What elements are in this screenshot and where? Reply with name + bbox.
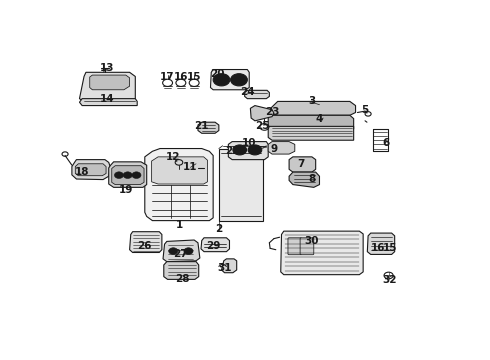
Polygon shape bbox=[211, 69, 249, 90]
Polygon shape bbox=[79, 72, 135, 102]
Text: 17: 17 bbox=[160, 72, 175, 82]
Text: 28: 28 bbox=[175, 274, 190, 284]
Polygon shape bbox=[228, 141, 268, 159]
Text: 21: 21 bbox=[195, 121, 209, 131]
Polygon shape bbox=[109, 162, 147, 187]
FancyBboxPatch shape bbox=[288, 238, 302, 255]
Polygon shape bbox=[79, 99, 137, 105]
Text: 22: 22 bbox=[225, 146, 240, 156]
Text: 3: 3 bbox=[308, 96, 316, 107]
Polygon shape bbox=[129, 232, 162, 252]
Text: 27: 27 bbox=[173, 249, 188, 259]
Circle shape bbox=[123, 172, 132, 179]
Circle shape bbox=[213, 74, 230, 86]
Polygon shape bbox=[245, 90, 270, 99]
Polygon shape bbox=[289, 172, 319, 187]
Polygon shape bbox=[75, 164, 106, 176]
Polygon shape bbox=[219, 149, 263, 221]
Polygon shape bbox=[268, 102, 356, 115]
Text: 32: 32 bbox=[383, 275, 397, 285]
Text: 9: 9 bbox=[270, 144, 277, 153]
Text: 29: 29 bbox=[206, 241, 220, 251]
Polygon shape bbox=[112, 166, 144, 185]
Text: 13: 13 bbox=[99, 63, 114, 73]
Text: 1: 1 bbox=[175, 220, 183, 230]
Text: 8: 8 bbox=[308, 174, 316, 184]
Text: 15: 15 bbox=[187, 72, 201, 82]
Text: 16: 16 bbox=[371, 243, 386, 253]
Text: 12: 12 bbox=[166, 152, 180, 162]
Text: 2: 2 bbox=[215, 224, 222, 234]
Polygon shape bbox=[145, 149, 213, 221]
Text: 18: 18 bbox=[75, 167, 89, 177]
Text: 4: 4 bbox=[316, 114, 323, 125]
Polygon shape bbox=[268, 141, 295, 154]
Text: 25: 25 bbox=[255, 121, 270, 131]
Polygon shape bbox=[289, 157, 316, 172]
Polygon shape bbox=[164, 262, 199, 279]
Text: 30: 30 bbox=[305, 237, 319, 246]
Text: 24: 24 bbox=[240, 87, 255, 97]
Polygon shape bbox=[72, 159, 111, 180]
Circle shape bbox=[169, 248, 178, 255]
Polygon shape bbox=[268, 115, 354, 129]
Polygon shape bbox=[90, 75, 129, 90]
Polygon shape bbox=[221, 259, 237, 273]
Polygon shape bbox=[163, 240, 200, 262]
Polygon shape bbox=[151, 157, 207, 184]
Circle shape bbox=[114, 172, 123, 179]
Text: 6: 6 bbox=[382, 138, 390, 148]
Text: 16: 16 bbox=[173, 72, 188, 82]
Text: 5: 5 bbox=[362, 105, 368, 115]
Circle shape bbox=[233, 145, 246, 155]
Text: 11: 11 bbox=[183, 162, 197, 172]
Text: 10: 10 bbox=[242, 138, 256, 148]
Polygon shape bbox=[368, 233, 394, 255]
Text: 31: 31 bbox=[217, 263, 232, 273]
Circle shape bbox=[132, 172, 141, 179]
Polygon shape bbox=[250, 105, 274, 121]
Polygon shape bbox=[268, 126, 354, 140]
Text: 26: 26 bbox=[138, 241, 152, 251]
Text: 7: 7 bbox=[297, 159, 304, 169]
Text: 15: 15 bbox=[383, 243, 397, 253]
Text: 14: 14 bbox=[99, 94, 114, 104]
Text: 20: 20 bbox=[210, 69, 224, 79]
Circle shape bbox=[231, 74, 247, 86]
FancyBboxPatch shape bbox=[300, 238, 314, 255]
Text: 19: 19 bbox=[119, 185, 133, 195]
Text: 23: 23 bbox=[265, 108, 279, 117]
Polygon shape bbox=[198, 122, 219, 133]
Polygon shape bbox=[281, 231, 363, 275]
Polygon shape bbox=[201, 238, 229, 252]
Circle shape bbox=[184, 248, 193, 255]
Circle shape bbox=[248, 145, 262, 155]
